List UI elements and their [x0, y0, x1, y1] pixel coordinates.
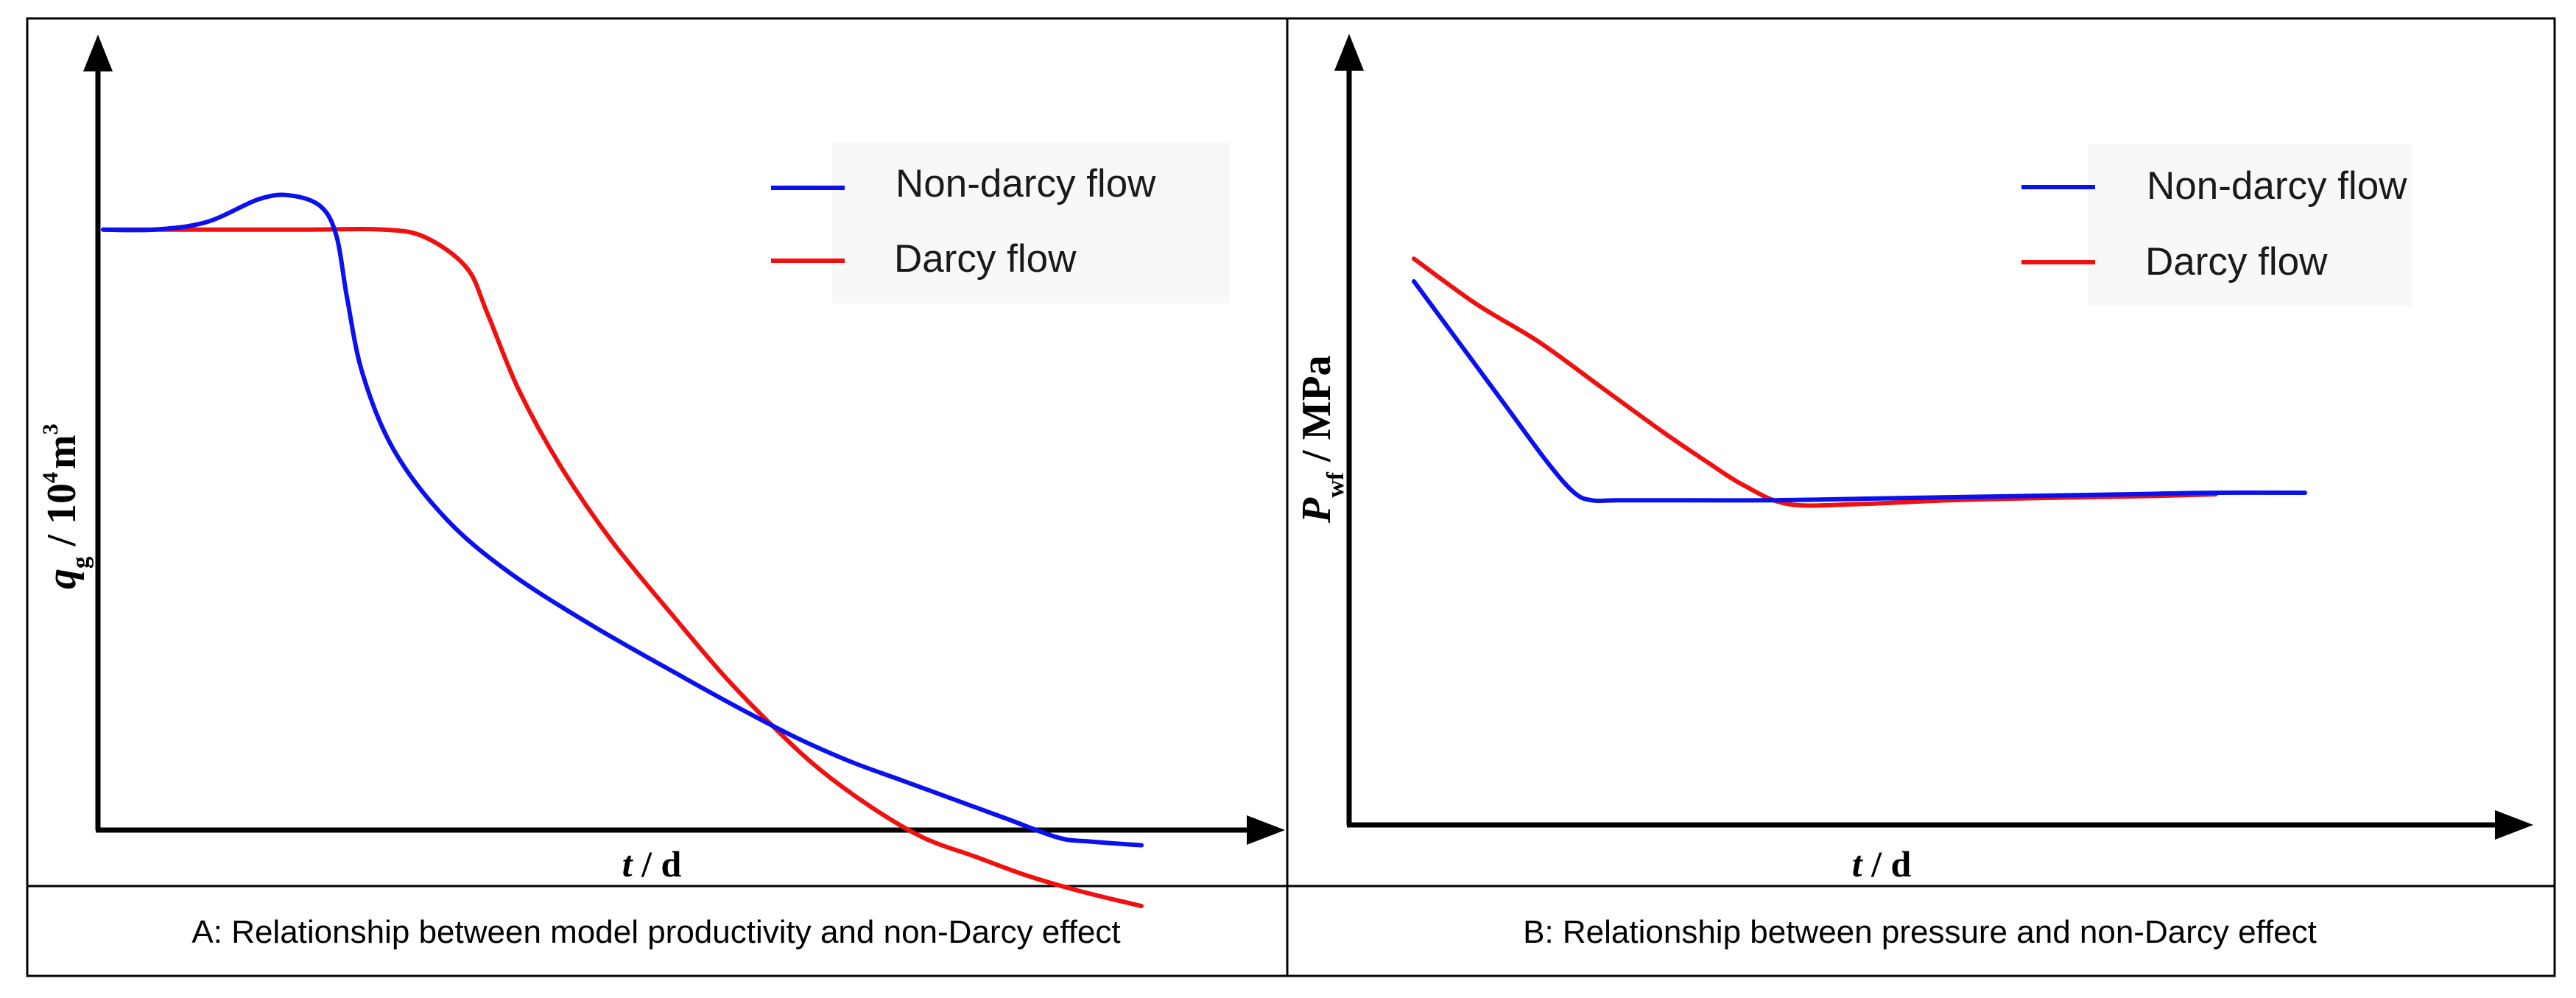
panel-a-xlabel-var: t: [622, 843, 634, 885]
panel-b-ylabel-var: P: [1294, 497, 1340, 524]
panel-a-legend-box: [832, 141, 1230, 303]
panel-b-legend-box: [2088, 144, 2412, 306]
panel-a-legend-label-darcy: Darcy flow: [894, 237, 1077, 281]
panel-a-ylabel-unit-tail-sup: 3: [38, 424, 63, 435]
panel-a-ylabel-unit: 10: [39, 483, 85, 524]
panel-a-y-arrow: [83, 35, 113, 71]
panel-a-xlabel-unit: d: [661, 843, 682, 885]
svg-text:Pwf / MPa: Pwf / MPa: [1294, 355, 1349, 524]
panel-b-y-axis-label: Pwf / MPa: [1294, 355, 1349, 524]
panel-b-y-arrow: [1334, 34, 1364, 71]
outer-border: [26, 17, 2556, 977]
panel-a-series-non-darcy-line: [101, 192, 1144, 848]
panel-a-x-axis-label: t / d: [622, 843, 682, 885]
panel-b-series-non-darcy-line: [1412, 279, 2307, 504]
panel-b-caption: B: Relationship between pressure and non…: [1523, 914, 2317, 950]
panel-a: Non-darcy flow Darcy flow t / d qg / 104…: [38, 35, 1285, 950]
panel-b-xlabel-unit: d: [1891, 843, 1912, 885]
panel-b-ylabel-unit: MPa: [1294, 355, 1340, 440]
panel-a-ylabel-unit-sup: 4: [38, 472, 63, 483]
panel-b-x-arrow: [2495, 810, 2533, 840]
panel-b-series-darcy-line: [1412, 256, 2218, 508]
panel-b-ylabel-sub: wf: [1323, 471, 1349, 498]
panel-a-caption: A: Relationship between model productivi…: [191, 914, 1120, 950]
panel-a-series-darcy-line: [101, 226, 1144, 909]
panel-a-ylabel-unit-tail: m: [39, 435, 85, 469]
panel-b-legend-label-non-darcy: Non-darcy flow: [2147, 164, 2407, 208]
panel-b-axes: [1334, 34, 2533, 840]
panel-a-axes: [83, 35, 1285, 845]
svg-text:t / d: t / d: [1852, 843, 1912, 885]
panel-b-xlabel-var: t: [1852, 843, 1864, 885]
panel-b-x-axis-label: t / d: [1852, 843, 1912, 885]
panel-b-plot: [1412, 256, 2307, 508]
svg-text:qg / 104m3: qg / 104m3: [38, 424, 94, 589]
panel-b: Non-darcy flow Darcy flow t / d Pwf / MP…: [1294, 34, 2533, 950]
panel-a-legend: Non-darcy flow Darcy flow: [771, 141, 1230, 303]
panel-a-legend-label-non-darcy: Non-darcy flow: [895, 162, 1156, 205]
panel-a-x-arrow: [1247, 815, 1285, 845]
panel-a-y-axis-label: qg / 104m3: [38, 424, 94, 589]
panel-a-ylabel-var: q: [39, 569, 85, 589]
svg-text:t / d: t / d: [622, 843, 682, 885]
panel-a-plot: [101, 192, 1144, 909]
frame: [26, 17, 2556, 977]
panel-a-ylabel-sub: g: [68, 556, 94, 569]
panel-b-legend: Non-darcy flow Darcy flow: [2021, 144, 2412, 306]
panel-b-legend-label-darcy: Darcy flow: [2145, 240, 2328, 284]
